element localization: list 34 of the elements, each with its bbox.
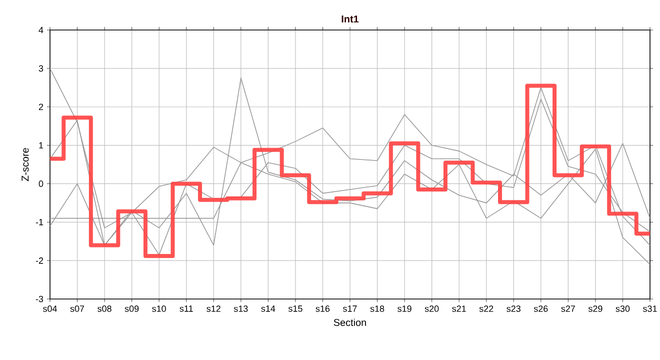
x-tick-label: s14 [261, 306, 276, 312]
y-tick-label: 3 [38, 65, 44, 72]
x-tick-label: s07 [70, 306, 84, 312]
y-tick-label: -2 [36, 257, 44, 264]
x-tick-label: s21 [452, 306, 466, 312]
y-tick-label: -3 [36, 296, 44, 302]
y-tick-label: 1 [39, 142, 44, 148]
x-tick-label: s16 [316, 306, 330, 312]
y-tick-label: -1 [36, 219, 44, 226]
x-tick-label: s30 [616, 306, 630, 312]
x-tick-label: s19 [398, 306, 412, 312]
x-tick-label: s12 [206, 306, 220, 312]
x-tick-label: s18 [370, 306, 384, 312]
x-tick-label: s22 [479, 306, 494, 312]
x-tick-label: s09 [124, 306, 139, 312]
x-tick-label: s17 [343, 306, 357, 312]
x-tick-label: s29 [588, 306, 602, 312]
x-tick-label: s10 [152, 306, 166, 312]
y-tick-label: 2 [38, 104, 44, 110]
chart-title: Int1 [342, 16, 359, 23]
x-tick-label: s08 [98, 306, 112, 312]
y-tick-label: 4 [38, 26, 44, 34]
y-tick-label: 0 [38, 180, 44, 187]
x-tick-label: s20 [424, 306, 439, 312]
x-tick-label: s15 [288, 306, 302, 312]
x-tick-label: s04 [43, 306, 57, 312]
y-axis-title: Z-score [22, 148, 29, 182]
x-tick-label: s13 [234, 306, 248, 312]
x-tick-label: s31 [643, 306, 657, 312]
x-axis-title: Section [334, 318, 366, 326]
x-tick-label: s23 [506, 306, 520, 312]
x-tick-label: s11 [180, 306, 193, 312]
x-tick-label: s26 [534, 306, 548, 312]
x-tick-label: s27 [561, 306, 575, 312]
